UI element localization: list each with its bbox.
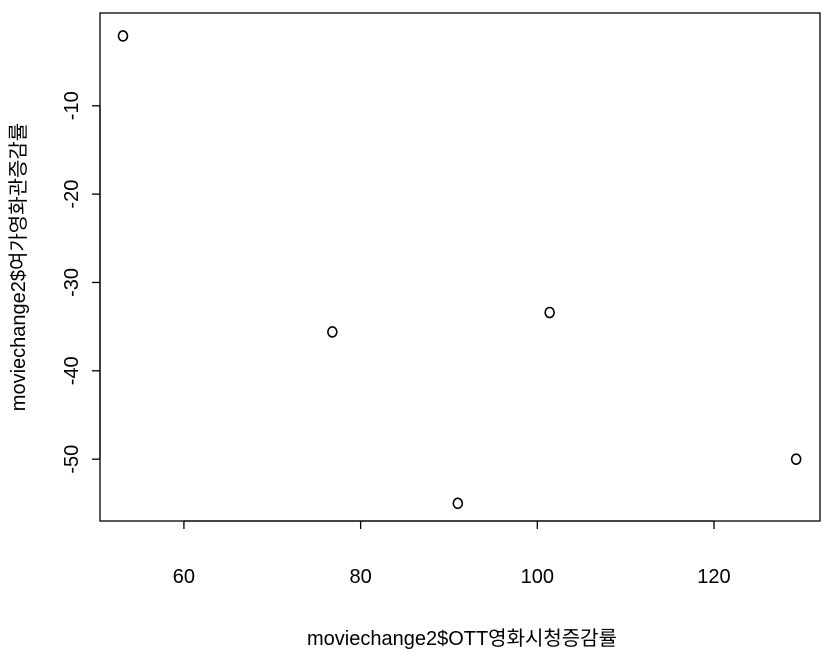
scatter-point xyxy=(327,326,338,338)
y-tick-label: -40 xyxy=(61,356,83,385)
x-tick-label: 80 xyxy=(349,566,371,588)
plot-frame xyxy=(99,12,821,522)
scatter-point xyxy=(452,497,464,510)
x-axis-title: moviechange2$OTT영화시청증감률 xyxy=(307,627,617,650)
scatter-point xyxy=(790,453,802,465)
x-tick-label: 60 xyxy=(173,566,195,588)
y-axis: -10 -20 -30 -40 -50 xyxy=(61,91,101,474)
y-tick-label: -20 xyxy=(61,180,83,209)
data-points xyxy=(117,30,802,510)
y-tick-label: -10 xyxy=(61,91,83,120)
y-tick-label: -50 xyxy=(61,445,83,474)
x-tick-label: 120 xyxy=(697,566,730,588)
x-axis: 60 80 100 120 xyxy=(173,520,731,588)
scatter-point xyxy=(117,30,129,42)
x-tick-label: 100 xyxy=(521,566,554,588)
scatter-point xyxy=(544,306,555,319)
y-axis-title: moviechange2$여가영화관증감률 xyxy=(7,123,30,411)
y-tick-label: -30 xyxy=(61,268,83,297)
